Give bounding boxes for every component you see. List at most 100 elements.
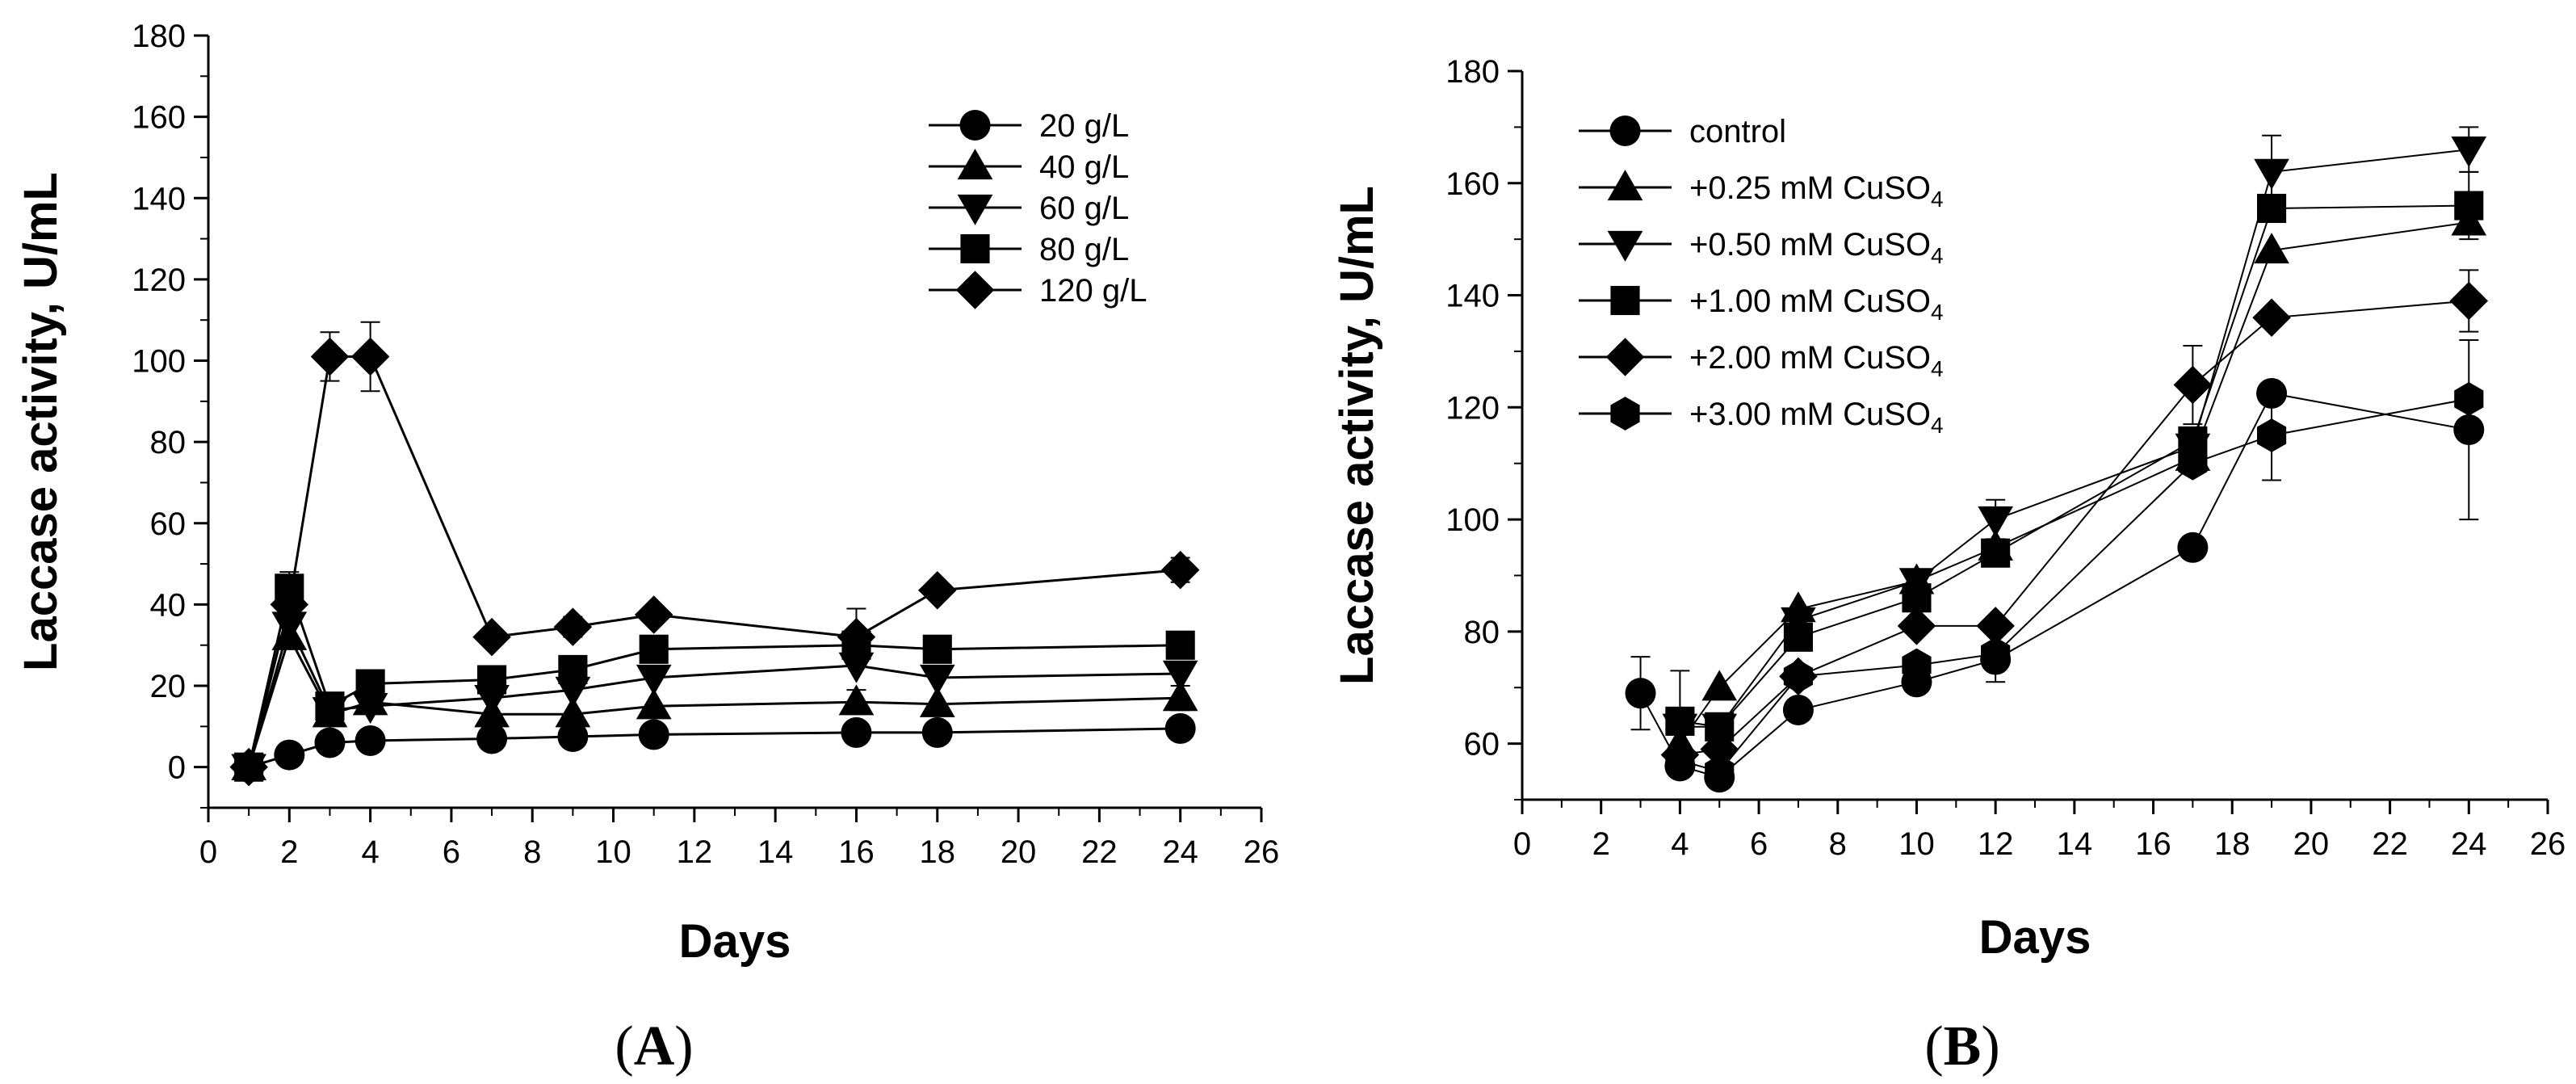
data-point [2454,191,2484,221]
y-tick-label: 140 [1445,279,1500,314]
legend-marker [1607,170,1643,201]
legend-entry: +0.25 mM CuSO4 [1689,170,1944,212]
legend-entry: +2.00 mM CuSO4 [1689,340,1944,381]
data-point [1164,712,1196,744]
data-point [270,585,309,624]
y-axis-title: Laccase activity, U/mL [1331,186,1383,685]
data-point [352,693,388,725]
data-point [315,691,345,721]
data-point [2451,136,2487,167]
data-point [229,747,268,787]
data-point [838,652,875,683]
x-tick-label: 2 [280,834,298,870]
x-tick-label: 16 [838,834,875,870]
data-point [1782,694,1814,725]
data-point [841,716,872,748]
x-tick-label: 18 [920,834,956,870]
data-point [2252,298,2291,338]
data-point [350,337,390,376]
data-point [1902,648,1932,683]
data-point [638,719,669,750]
data-point [1701,670,1738,701]
data-point [355,725,386,756]
data-point [310,337,350,376]
data-point [1160,550,1200,590]
y-tick-label: 100 [1445,502,1500,538]
legend-entry: 60 g/L [1039,191,1129,226]
series-3 [1665,170,2484,773]
x-tick-label: 24 [1162,834,1198,870]
y-tick-label: 120 [132,263,186,298]
data-point [1665,706,1695,736]
x-tick-label: 26 [1244,834,1280,870]
data-point [919,686,955,717]
data-point [918,571,957,610]
data-point [477,665,507,695]
data-point [2453,414,2485,446]
data-point [634,595,673,634]
x-tick-label: 14 [757,834,794,870]
legend-marker [1605,338,1645,376]
legend-entry: 120 g/L [1039,273,1147,309]
data-point [274,739,305,771]
data-point [921,716,953,748]
y-tick-label: 0 [168,750,186,786]
x-tick-label: 8 [1829,826,1847,862]
y-tick-label: 40 [150,587,187,623]
legend-entry: +3.00 mM CuSO4 [1689,397,1944,438]
legend-marker [960,233,990,264]
x-tick-label: 20 [1001,834,1037,870]
legend-entry: 80 g/L [1039,232,1129,267]
x-tick-label: 12 [1978,826,2014,862]
data-point [636,664,672,695]
data-point [919,664,955,695]
legend-marker [1610,397,1640,431]
data-point [1165,630,1195,660]
data-point [558,654,588,684]
y-tick-label: 160 [132,100,186,136]
data-point [555,676,591,708]
data-point [1162,680,1198,712]
x-tick-label: 6 [443,834,460,870]
x-tick-label: 4 [361,834,379,870]
data-point [355,669,385,699]
data-point [1665,743,1695,778]
y-tick-label: 80 [150,425,187,460]
data-point [1978,506,2014,537]
data-point [2449,281,2489,321]
x-tick-label: 14 [2057,826,2093,862]
legend: control +0.25 mM CuSO4 +0.50 mM CuSO4 +1.00… [1579,114,1944,438]
series-0 [233,712,1196,783]
legend-entry: +1.00 mM CuSO4 [1689,284,1944,325]
series-line [1639,392,2469,779]
data-point [1897,607,1936,645]
x-tick-label: 8 [523,834,541,870]
data-point [2178,446,2208,481]
x-tick-label: 20 [2293,826,2330,862]
data-point [472,617,511,657]
legend: 20 g/L 40 g/L 60 g/L 80 g/L 120 g/L [929,108,1147,309]
x-axis-title: Days [1979,911,2091,964]
panel-label: (B) [1924,1015,1999,1078]
x-tick-label: 22 [2372,826,2408,862]
series-line [247,633,1181,768]
data-point [2177,531,2209,563]
x-tick-label: 0 [199,834,217,870]
data-point [636,688,672,720]
x-tick-label: 12 [677,834,713,870]
data-point [1783,659,1814,694]
data-point [1981,538,2011,568]
x-tick-label: 10 [1898,826,1935,862]
data-point [2256,418,2287,452]
legend-marker [1609,116,1641,146]
legend-marker [959,110,991,141]
data-point [2254,233,2289,264]
series-line [247,621,1181,768]
data-point [314,727,346,758]
y-axis-title: Laccase activity, U/mL [15,172,67,671]
x-tick-label: 10 [595,834,631,870]
legend-marker [955,271,995,309]
legend-entry: control [1689,114,1786,149]
y-tick-label: 60 [1464,727,1500,763]
x-tick-label: 18 [2214,826,2251,862]
